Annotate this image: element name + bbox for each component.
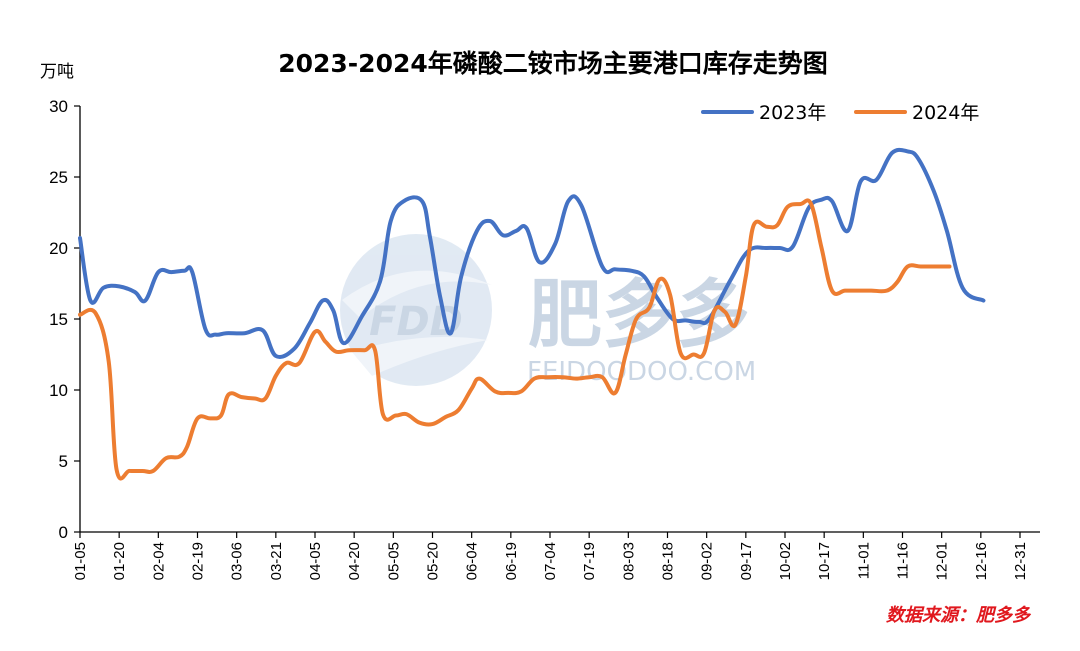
series-layer: [78, 147, 986, 481]
x-ticks: 01-05 01-20 02-04 02-19 03-06 03-21 04-05 04-20…: [72, 532, 1029, 580]
x-tick-label: 10-17: [816, 542, 833, 580]
series-2024: [78, 198, 952, 481]
x-tick-label: 01-20: [111, 542, 128, 580]
x-tick-label: 02-04: [150, 542, 167, 580]
y-axis-unit-label: 万吨: [40, 62, 74, 82]
x-tick-label: 11-01: [855, 542, 872, 579]
y-tick-label: 25: [49, 168, 68, 187]
watermark-logo-swoosh: [352, 336, 488, 376]
y-tick-label: 0: [59, 523, 68, 542]
y-tick-label: 30: [49, 97, 68, 116]
x-tick-label: 10-02: [777, 542, 794, 580]
x-tick-label: 09-17: [738, 542, 755, 580]
x-tick-label: 03-06: [229, 542, 246, 580]
x-tick-label: 07-19: [581, 542, 598, 580]
x-tick-label: 06-19: [503, 542, 520, 580]
series-line: [78, 147, 986, 360]
x-tick-label: 02-19: [190, 542, 207, 580]
x-tick-label: 05-05: [385, 542, 402, 580]
x-tick-label: 07-04: [542, 542, 559, 580]
y-ticks: 0 5 10 15 20 25 30: [49, 97, 80, 542]
y-tick-label: 5: [59, 452, 68, 471]
x-tick-label: 09-02: [699, 542, 716, 580]
source-note: 数据来源：肥多多: [886, 605, 1032, 626]
x-tick-label: 01-05: [72, 542, 89, 580]
watermark-domain: FEIDOODOO.COM: [527, 357, 756, 387]
x-tick-label: 12-16: [973, 542, 990, 580]
series-line: [78, 198, 952, 481]
x-tick-label: 08-18: [660, 542, 677, 580]
x-tick-label: 04-20: [346, 542, 363, 580]
watermark-logo-text: FDD: [369, 299, 463, 345]
y-tick-label: 20: [49, 239, 68, 258]
x-tick-label: 12-01: [934, 542, 951, 580]
x-tick-label: 04-05: [307, 542, 324, 580]
x-tick-label: 12-31: [1012, 542, 1029, 580]
legend-label-2023: 2023年: [759, 102, 826, 124]
x-tick-label: 11-16: [895, 542, 912, 579]
y-tick-label: 15: [49, 310, 68, 329]
x-tick-label: 06-04: [464, 542, 481, 580]
chart-title: 2023-2024年磷酸二铵市场主要港口库存走势图: [278, 49, 828, 78]
x-tick-label: 03-21: [268, 542, 285, 580]
x-tick-label: 08-03: [620, 542, 637, 580]
x-tick-label: 05-20: [425, 542, 442, 580]
series-2023: [78, 147, 986, 360]
y-tick-label: 10: [49, 381, 68, 400]
legend-label-2024: 2024年: [912, 102, 979, 124]
legend: 2023年 2024年: [701, 102, 979, 124]
